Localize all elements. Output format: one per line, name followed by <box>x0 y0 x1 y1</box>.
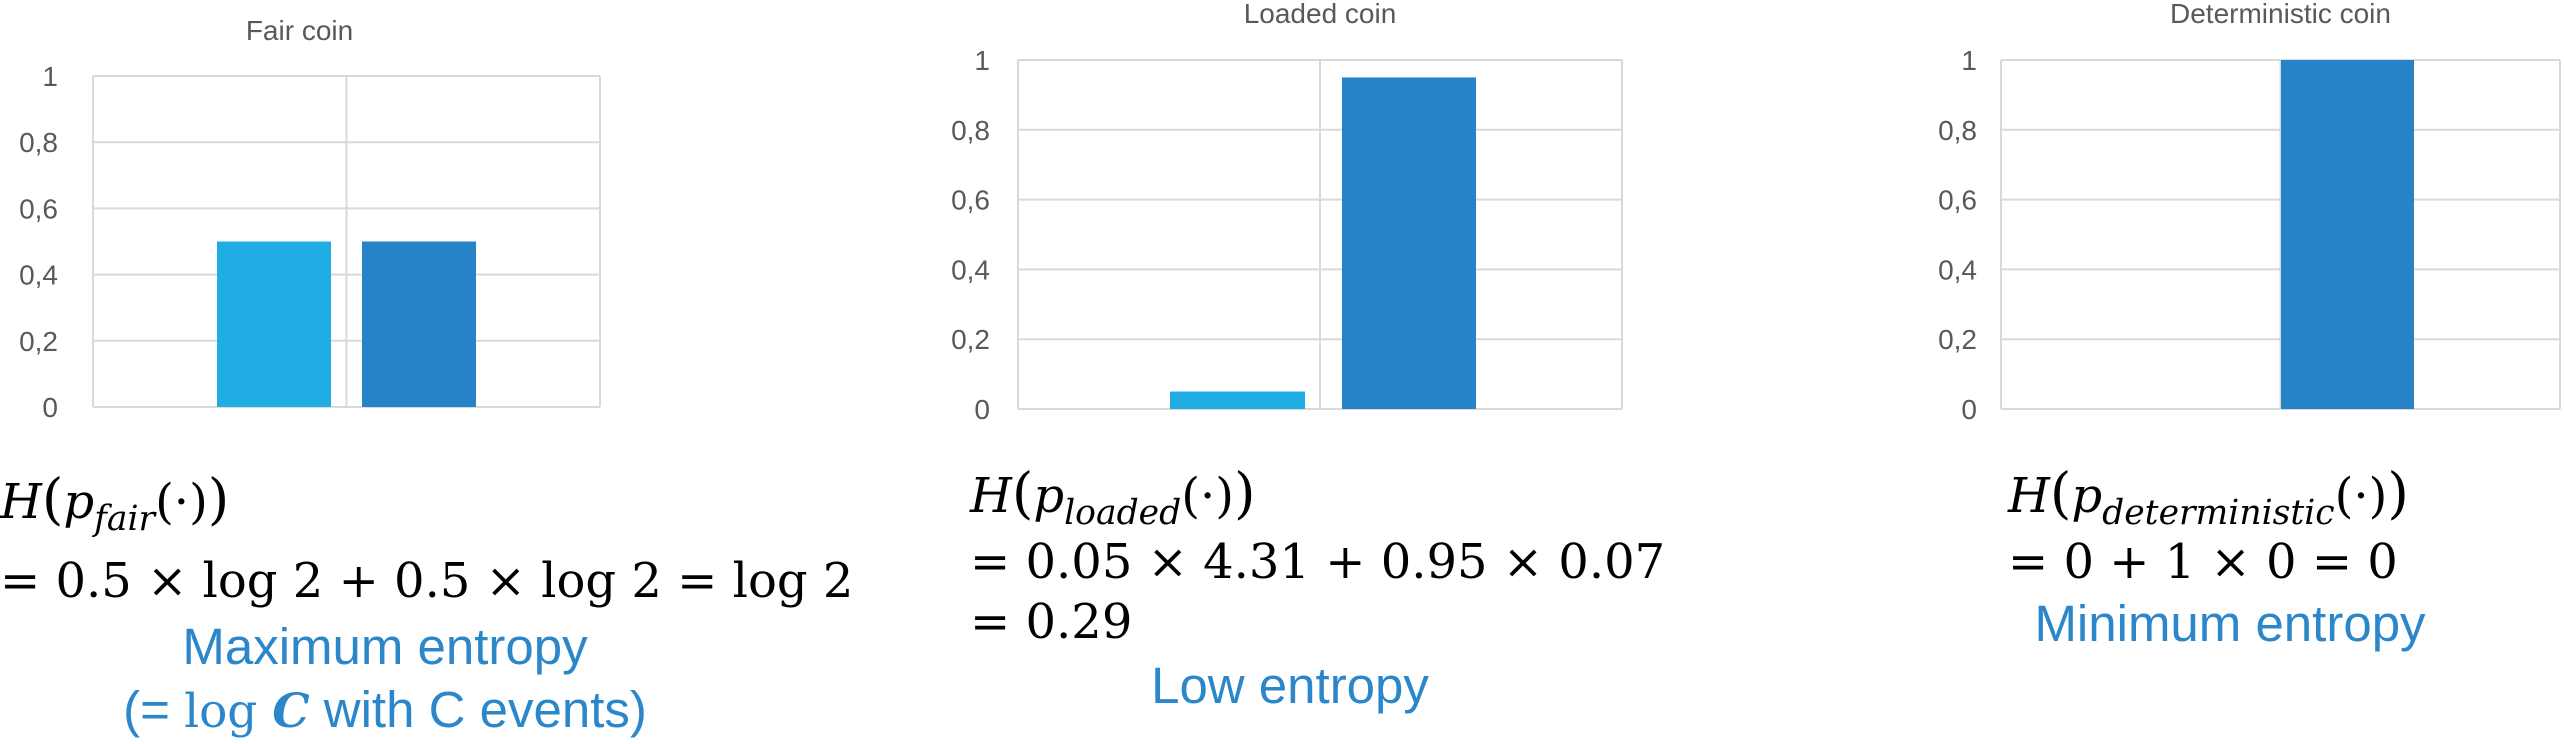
fair-coin-chart-title: Fair coin <box>246 15 353 46</box>
deterministic-coin-y-tick-label: 0 <box>1961 394 1977 425</box>
loaded-formula-subscript: loaded <box>1064 493 1182 534</box>
deterministic-coin-bar <box>2281 60 2414 409</box>
fair-coin-y-tick-label: 0 <box>42 392 58 423</box>
fair-coin-bar <box>362 241 476 407</box>
fair-caption-log-c: (= log C with C events) <box>85 680 685 739</box>
deterministic-coin-y-tick-label: 0,4 <box>1938 254 1977 285</box>
deterministic-formula-subscript: deterministic <box>2102 493 2335 534</box>
fair-caption-maximum-entropy: Maximum entropy <box>182 618 588 675</box>
fair-formula-h: H <box>0 474 42 530</box>
loaded-entropy-formula-line3: = 0.29 <box>970 594 1133 650</box>
deterministic-coin-chart-title: Deterministic coin <box>2170 0 2391 29</box>
fair-caption-log: log <box>184 684 273 739</box>
deterministic-formula-argument: (·) <box>2334 468 2388 524</box>
fair-coin-y-tick-label: 0,4 <box>19 260 58 291</box>
loaded-coin-bar <box>1342 77 1476 409</box>
loaded-coin-y-tick-label: 0,2 <box>951 324 990 355</box>
fair-formula-argument: (·) <box>155 474 208 530</box>
deterministic-coin-y-tick-label: 0,6 <box>1938 185 1977 216</box>
loaded-entropy-formula-line2: = 0.05 × 4.31 + 0.95 × 0.07 <box>970 534 1666 590</box>
fair-coin-y-tick-label: 0,2 <box>19 326 58 357</box>
fair-entropy-formula-line1: H(pfair(·)) <box>0 468 230 540</box>
loaded-coin-y-tick-label: 0,8 <box>951 115 990 146</box>
fair-caption-c-symbol: C <box>272 684 310 739</box>
fair-coin-y-tick-label: 0,6 <box>19 193 58 224</box>
deterministic-entropy-formula-line2: = 0 + 1 × 0 = 0 <box>2008 534 2398 590</box>
fair-caption-rest: with C events) <box>309 681 647 738</box>
loaded-formula-h: H <box>970 468 1012 524</box>
deterministic-formula-h: H <box>2008 468 2050 524</box>
deterministic-formula-p: p <box>2071 468 2103 524</box>
loaded-caption-low-entropy: Low entropy <box>1151 657 1429 714</box>
fair-formula-subscript: fair <box>94 499 156 540</box>
loaded-coin-y-tick-label: 0,4 <box>951 254 990 285</box>
loaded-coin-y-tick-label: 0 <box>974 394 990 425</box>
fair-entropy-formula-line2: = 0.5 × log 2 + 0.5 × log 2 = log 2 <box>0 553 854 609</box>
deterministic-coin-y-tick-label: 0,2 <box>1938 324 1977 355</box>
deterministic-entropy-formula-line1: H(pdeterministic(·)) <box>2008 462 2409 534</box>
loaded-coin-y-tick-label: 1 <box>974 45 990 76</box>
loaded-entropy-formula-line1: H(ploaded(·)) <box>970 462 1256 534</box>
fair-coin-bar <box>217 241 331 407</box>
loaded-coin-bar <box>1170 391 1305 409</box>
loaded-formula-p: p <box>1033 468 1065 524</box>
deterministic-caption-minimum-entropy: Minimum entropy <box>2034 595 2426 652</box>
deterministic-coin-y-tick-label: 0,8 <box>1938 115 1977 146</box>
loaded-coin-chart-title: Loaded coin <box>1244 0 1397 29</box>
fair-caption-open: (= <box>123 681 185 738</box>
fair-formula-p: p <box>63 474 95 530</box>
fair-coin-y-tick-label: 1 <box>42 61 58 92</box>
fair-coin-y-tick-label: 0,8 <box>19 127 58 158</box>
deterministic-coin-y-tick-label: 1 <box>1961 45 1977 76</box>
loaded-formula-argument: (·) <box>1181 468 1234 524</box>
loaded-coin-y-tick-label: 0,6 <box>951 185 990 216</box>
